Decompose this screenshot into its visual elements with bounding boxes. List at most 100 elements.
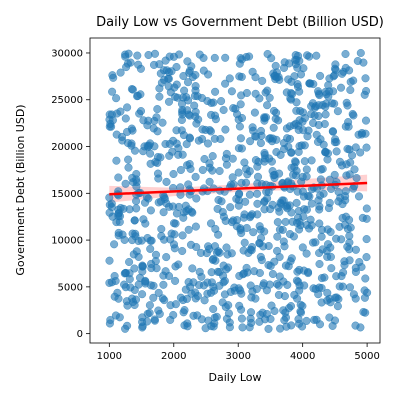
data-point	[321, 110, 330, 119]
data-point	[127, 139, 136, 148]
data-point	[295, 87, 304, 96]
data-point	[256, 139, 265, 148]
data-point	[202, 249, 211, 258]
data-point	[239, 270, 248, 279]
data-point	[165, 52, 174, 61]
data-point	[269, 123, 278, 132]
data-point	[264, 241, 273, 251]
data-point	[138, 290, 147, 299]
data-point	[164, 97, 174, 106]
data-point	[243, 170, 252, 179]
data-point	[146, 149, 155, 158]
x-tick-label: 3000	[225, 351, 250, 362]
data-point	[351, 294, 360, 303]
x-tick-label: 1000	[97, 351, 122, 362]
data-point	[155, 84, 164, 93]
data-point	[295, 286, 304, 295]
data-point	[160, 296, 169, 305]
data-point	[258, 76, 267, 85]
data-point	[268, 269, 277, 279]
data-point	[333, 302, 342, 311]
data-point	[162, 177, 171, 186]
data-point	[281, 217, 290, 226]
data-point	[331, 293, 340, 302]
data-point	[161, 267, 170, 276]
data-point	[206, 219, 216, 228]
data-point	[250, 267, 259, 276]
data-point	[342, 98, 351, 107]
data-point	[227, 87, 236, 96]
data-point	[303, 132, 312, 141]
data-point	[253, 172, 263, 181]
data-point	[263, 101, 272, 110]
data-point	[120, 235, 129, 244]
data-point	[125, 269, 134, 278]
data-point	[327, 264, 336, 273]
data-point	[144, 50, 153, 60]
data-point	[337, 272, 346, 281]
data-point	[221, 79, 230, 88]
data-point	[224, 309, 233, 318]
data-point	[282, 88, 291, 97]
data-point	[124, 163, 133, 172]
data-point	[212, 312, 221, 321]
data-point	[333, 107, 342, 116]
y-axis: 0 5000 10000 15000 20000 25000 30000	[51, 48, 90, 340]
data-point	[308, 99, 317, 108]
data-point	[177, 115, 186, 125]
data-point	[293, 294, 302, 303]
data-point	[287, 254, 296, 263]
data-point	[221, 216, 230, 225]
data-point	[111, 311, 120, 320]
data-point	[315, 248, 324, 258]
data-point	[223, 250, 232, 259]
data-point	[256, 126, 266, 135]
data-point	[267, 301, 276, 310]
data-point	[180, 86, 189, 95]
data-point	[292, 198, 301, 207]
data-point	[123, 321, 132, 330]
data-point	[233, 110, 242, 119]
data-point	[303, 51, 312, 60]
data-point	[122, 63, 131, 72]
data-point	[361, 129, 370, 138]
data-point	[245, 323, 254, 332]
data-point	[256, 234, 266, 243]
data-point	[211, 224, 220, 233]
data-point	[153, 152, 162, 162]
data-point	[149, 60, 159, 69]
data-point	[293, 187, 302, 196]
data-point	[356, 323, 365, 332]
data-point	[292, 276, 301, 285]
data-point	[176, 165, 185, 175]
data-point	[306, 79, 315, 88]
data-point	[244, 248, 253, 257]
data-point	[285, 230, 295, 239]
data-point	[342, 171, 351, 180]
data-point	[188, 208, 197, 217]
data-point	[362, 204, 371, 213]
data-point	[167, 229, 176, 238]
data-point	[341, 49, 350, 59]
data-point	[263, 49, 272, 59]
data-point	[121, 179, 130, 188]
data-point	[302, 165, 311, 174]
data-point	[132, 197, 141, 206]
data-point	[184, 278, 193, 287]
data-point	[351, 245, 360, 254]
data-point	[251, 89, 260, 98]
data-point	[352, 173, 361, 183]
data-point	[234, 168, 243, 177]
data-point	[208, 152, 217, 161]
data-point	[287, 95, 296, 104]
data-point	[359, 307, 368, 317]
data-point	[236, 100, 245, 109]
data-point	[193, 92, 202, 101]
data-point	[235, 122, 244, 131]
data-point	[209, 98, 218, 107]
data-point	[165, 151, 174, 160]
data-point	[126, 283, 135, 292]
data-point	[203, 139, 213, 148]
data-point	[268, 167, 277, 176]
data-point	[147, 259, 156, 268]
